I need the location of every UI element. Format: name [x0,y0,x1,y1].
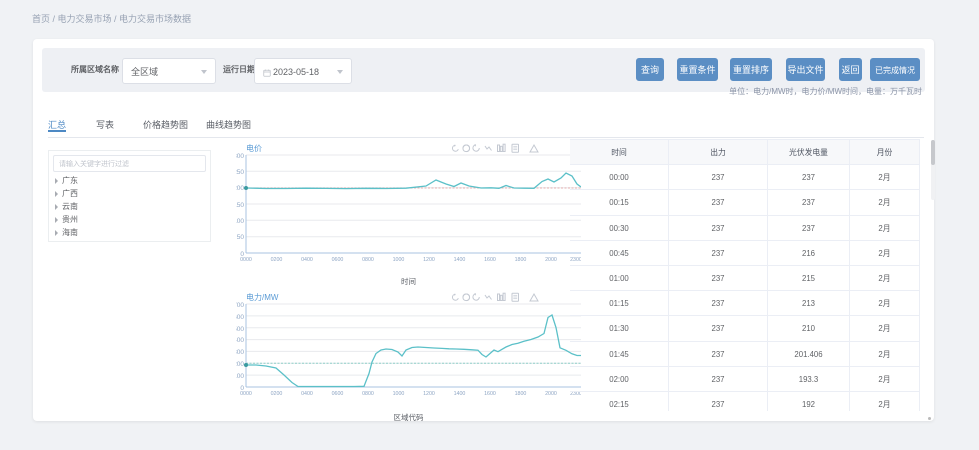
svg-text:300: 300 [236,153,244,160]
svg-text:600: 600 [236,314,244,321]
svg-text:500: 500 [236,326,244,333]
svg-text:0200: 0200 [271,257,283,263]
svg-text:1400: 1400 [454,257,466,263]
svg-text:0000: 0000 [240,391,252,397]
svg-text:300: 300 [236,349,244,356]
svg-text:2000: 2000 [545,257,557,263]
svg-text:400: 400 [236,337,244,344]
svg-text:1600: 1600 [484,391,496,397]
svg-text:0200: 0200 [271,391,283,397]
svg-text:100: 100 [236,218,244,225]
svg-text:0400: 0400 [301,391,313,397]
svg-text:150: 150 [236,202,244,209]
svg-text:1200: 1200 [423,257,435,263]
svg-text:1200: 1200 [423,391,435,397]
svg-text:250: 250 [236,169,244,176]
svg-text:1600: 1600 [484,257,496,263]
svg-text:1000: 1000 [393,257,405,263]
svg-text:0400: 0400 [301,257,313,263]
svg-text:100: 100 [236,373,244,380]
svg-text:1400: 1400 [454,391,466,397]
svg-text:50: 50 [237,234,245,241]
svg-text:1800: 1800 [515,257,527,263]
svg-text:0600: 0600 [332,257,344,263]
svg-text:2000: 2000 [545,391,557,397]
svg-text:0000: 0000 [240,257,252,263]
svg-text:1000: 1000 [393,391,405,397]
svg-text:700: 700 [236,302,244,309]
svg-text:200: 200 [236,361,244,368]
svg-text:0800: 0800 [362,391,374,397]
svg-text:0600: 0600 [332,391,344,397]
svg-text:200: 200 [236,185,244,192]
svg-text:0800: 0800 [362,257,374,263]
svg-text:1800: 1800 [515,391,527,397]
